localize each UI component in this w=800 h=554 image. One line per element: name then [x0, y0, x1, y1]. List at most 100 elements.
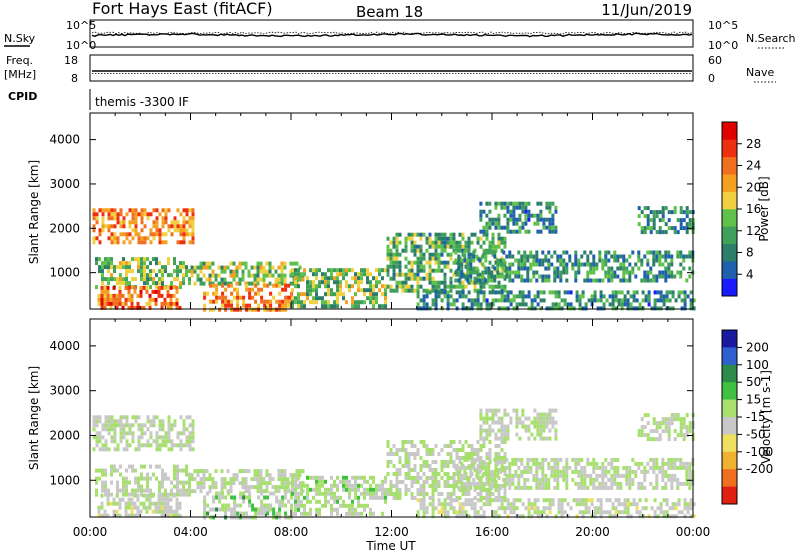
echo-cell — [161, 240, 165, 245]
echo-cell — [221, 507, 225, 512]
echo-cell — [357, 503, 360, 508]
echo-cell — [163, 501, 167, 506]
echo-cell — [300, 483, 303, 488]
echo-cell — [410, 496, 414, 500]
echo-cell — [378, 304, 381, 309]
echo-cell — [384, 292, 387, 297]
echo-cell — [224, 495, 228, 500]
echo-cell — [485, 412, 489, 417]
echo-cell — [527, 209, 531, 214]
echo-cell — [670, 457, 674, 462]
echo-cell — [176, 488, 179, 493]
echo-cell — [315, 288, 318, 293]
echo-cell — [437, 492, 441, 496]
echo-cell — [143, 208, 147, 213]
echo-cell — [345, 511, 348, 516]
echo-cell — [342, 487, 345, 492]
echo-cell — [109, 501, 113, 506]
echo-cell — [294, 284, 297, 289]
echo-cell — [487, 278, 491, 283]
echo-cell — [616, 266, 620, 271]
echo-cell — [559, 254, 563, 259]
echo-cell — [354, 483, 357, 488]
echo-cell — [324, 479, 327, 484]
echo-cell — [500, 236, 504, 241]
echo-cell — [407, 288, 411, 293]
echo-cell — [685, 206, 689, 211]
echo-cell — [617, 502, 621, 507]
echo-cell — [692, 306, 696, 311]
echo-cell — [291, 475, 294, 480]
echo-cell — [164, 472, 167, 477]
echo-cell — [557, 306, 561, 311]
echo-cell — [553, 465, 557, 470]
echo-cell — [318, 487, 321, 492]
echo-cell — [104, 472, 107, 477]
echo-cell — [652, 421, 656, 426]
echo-cell — [116, 484, 119, 489]
echo-cell — [464, 276, 468, 281]
echo-cell — [182, 468, 185, 473]
echo-cell — [673, 457, 677, 462]
echo-cell — [100, 297, 104, 302]
echo-cell — [527, 502, 531, 507]
echo-cell — [149, 419, 153, 424]
echo-cell — [458, 294, 462, 299]
echo-cell — [487, 270, 491, 275]
echo-cell — [521, 408, 525, 413]
echo-cell — [271, 273, 275, 278]
echo-cell — [580, 254, 584, 259]
echo-cell — [115, 493, 119, 498]
echo-cell — [191, 439, 195, 444]
echo-cell — [161, 423, 165, 428]
echo-cell — [530, 420, 534, 425]
echo-cell — [182, 484, 185, 489]
echo-cell — [176, 273, 179, 278]
echo-cell — [437, 232, 441, 237]
echo-cell — [664, 469, 668, 474]
echo-cell — [497, 306, 501, 311]
echo-cell — [628, 278, 632, 283]
echo-cell — [664, 206, 668, 211]
echo-cell — [152, 224, 156, 229]
echo-cell — [643, 465, 647, 470]
echo-cell — [245, 287, 249, 292]
echo-cell — [287, 283, 291, 288]
echo-cell — [110, 216, 114, 221]
echo-cell — [659, 294, 663, 299]
echo-cell — [488, 306, 492, 311]
echo-cell — [176, 480, 179, 485]
echo-cell — [134, 216, 138, 221]
echo-cell — [628, 262, 632, 267]
echo-cell — [490, 278, 494, 283]
echo-cell — [284, 283, 288, 288]
echo-cell — [124, 301, 128, 306]
echo-cell — [336, 276, 339, 281]
echo-cell — [300, 292, 303, 297]
echo-cell — [413, 252, 417, 257]
echo-cell — [419, 244, 423, 249]
echo-cell — [214, 481, 218, 486]
echo-cell — [164, 212, 168, 217]
echo-cell — [395, 260, 399, 265]
echo-cell — [593, 506, 597, 511]
echo-cell — [263, 307, 267, 312]
echo-cell — [539, 436, 543, 441]
echo-cell — [425, 272, 429, 277]
echo-cell — [610, 461, 614, 466]
echo-cell — [238, 481, 242, 486]
echo-cell — [476, 302, 480, 307]
echo-cell — [95, 431, 99, 436]
echo-cell — [378, 487, 381, 492]
echo-cell — [437, 498, 441, 503]
echo-cell — [133, 289, 137, 294]
echo-cell — [583, 278, 587, 283]
echo-cell — [599, 294, 603, 299]
echo-cell — [173, 228, 177, 233]
echo-cell — [92, 216, 96, 221]
echo-cell — [176, 492, 179, 497]
echo-cell — [166, 493, 170, 498]
echo-cell — [130, 513, 134, 518]
echo-cell — [191, 224, 195, 229]
echo-cell — [554, 302, 558, 307]
